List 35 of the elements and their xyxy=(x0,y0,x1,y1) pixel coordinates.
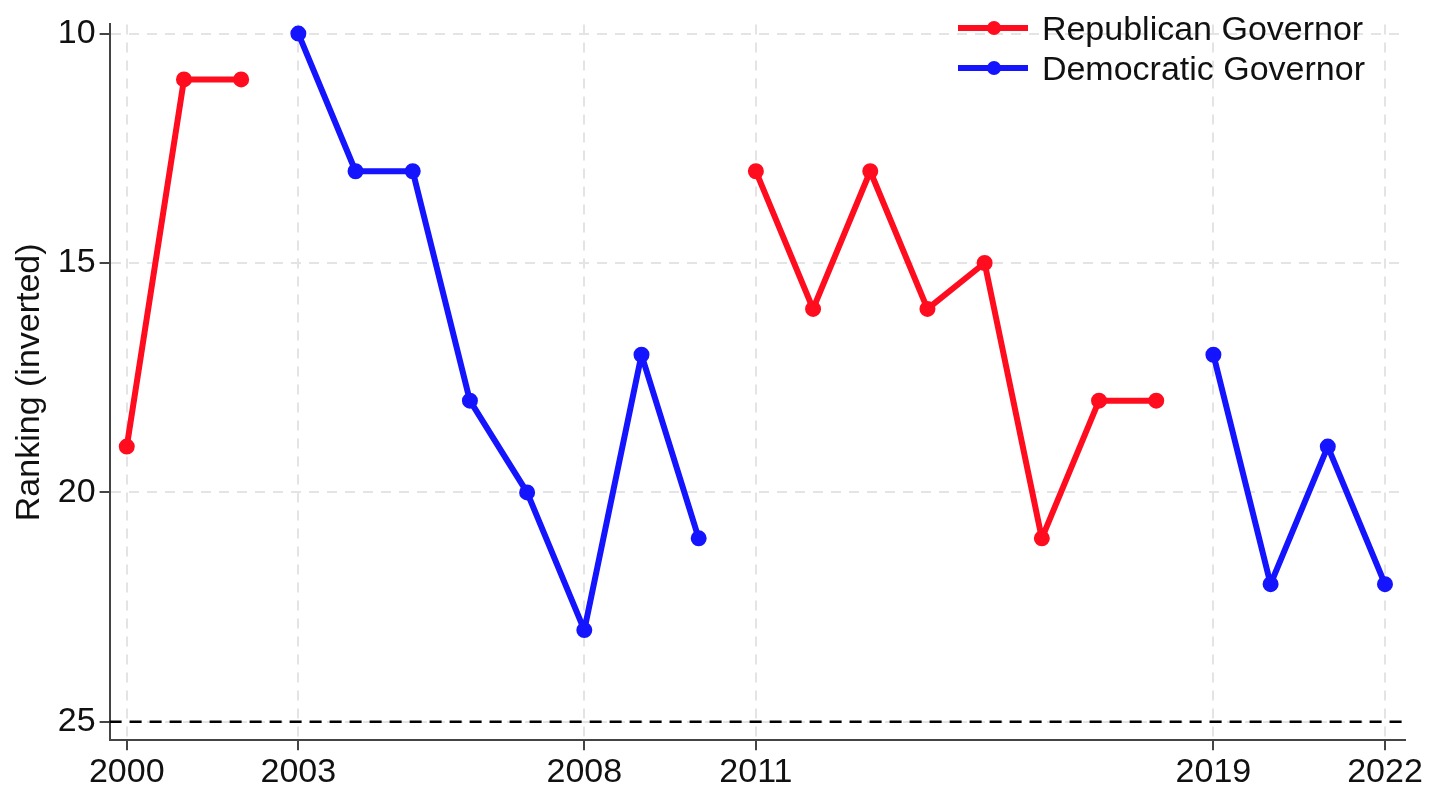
point xyxy=(1376,576,1393,593)
point xyxy=(747,163,764,180)
x-tick-label: 2000 xyxy=(88,750,165,789)
point xyxy=(576,622,593,639)
y-tick-label: 15 xyxy=(57,241,96,280)
y-axis-title: Ranking (inverted) xyxy=(7,243,46,522)
point xyxy=(862,163,879,180)
point xyxy=(1148,392,1165,409)
point xyxy=(1033,530,1050,547)
point xyxy=(175,71,192,88)
x-tick-label: 2011 xyxy=(719,750,793,789)
point xyxy=(633,346,650,363)
point xyxy=(519,484,536,501)
point xyxy=(1319,438,1336,455)
x-tick-label: 2008 xyxy=(546,750,623,789)
point xyxy=(233,71,250,88)
point xyxy=(1262,576,1279,593)
y-tick-label: 20 xyxy=(57,470,96,509)
point xyxy=(1205,346,1222,363)
point xyxy=(919,300,936,317)
y-tick-label: 25 xyxy=(57,700,96,739)
legend-label: Democratic Governor xyxy=(1041,48,1365,88)
point xyxy=(347,163,364,180)
x-tick-label: 2022 xyxy=(1347,750,1423,789)
y-tick-label: 10 xyxy=(57,11,96,50)
point xyxy=(690,530,707,547)
x-tick-label: 2003 xyxy=(260,750,337,789)
legend-label: Republican Governor xyxy=(1041,8,1364,48)
point xyxy=(461,392,478,409)
point xyxy=(404,163,421,180)
point xyxy=(290,25,307,42)
point xyxy=(1091,392,1108,409)
point xyxy=(118,438,135,455)
x-tick-label: 2019 xyxy=(1175,750,1252,789)
point xyxy=(976,255,993,271)
